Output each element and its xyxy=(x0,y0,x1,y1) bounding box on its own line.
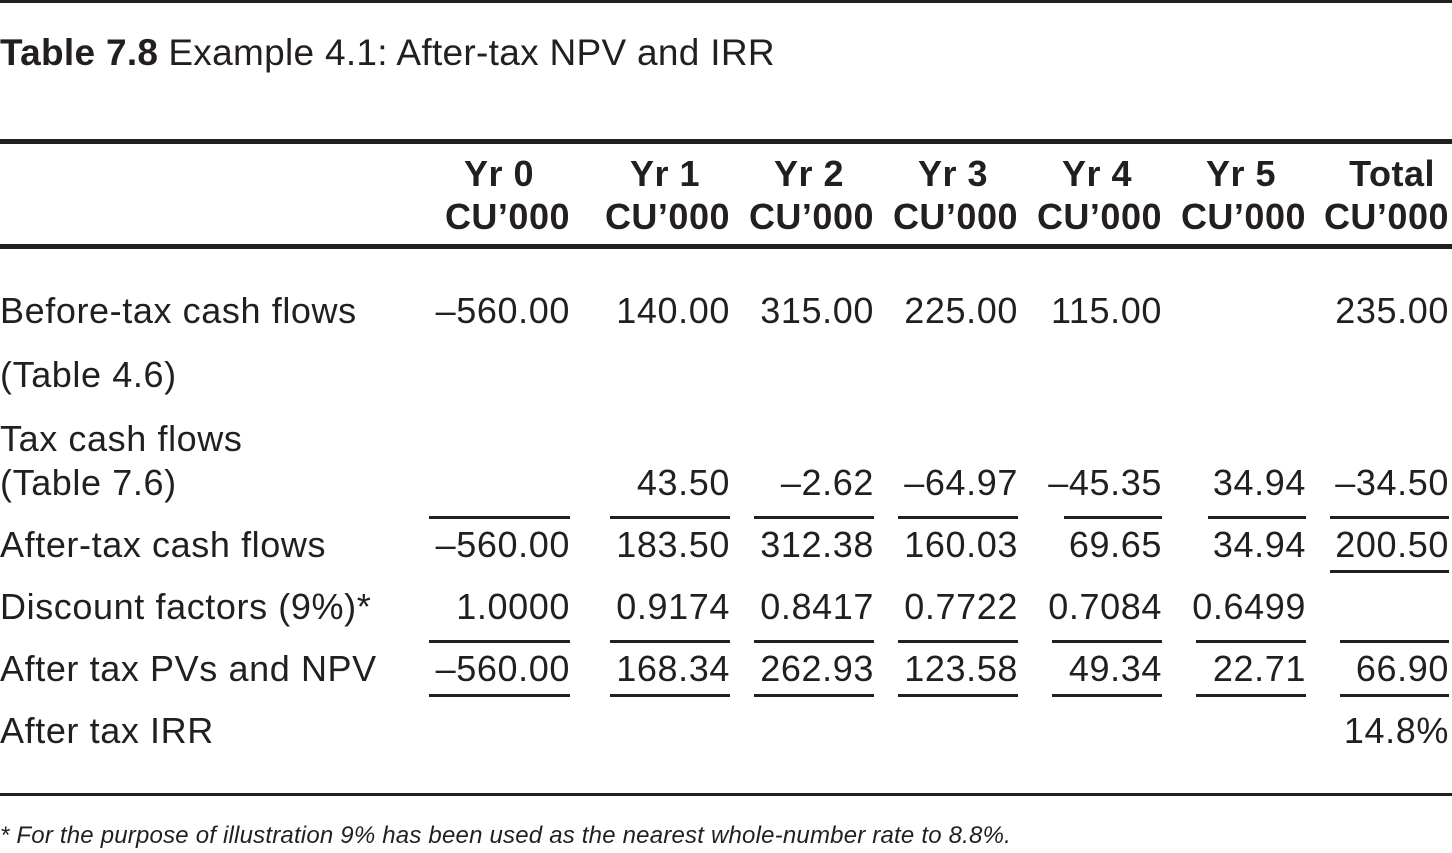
col-header-label: Yr 4 xyxy=(1061,153,1132,194)
header-bottom-rule xyxy=(0,244,1452,249)
sum-rule xyxy=(1196,640,1306,643)
cell-pv-yr1: 168.34 xyxy=(616,648,730,689)
sum-rule xyxy=(429,516,570,519)
col-header-unit: CU’000 xyxy=(892,196,1018,237)
cell-discount-yr3: 0.7722 xyxy=(904,586,1018,627)
pv-underline xyxy=(1052,694,1162,697)
col-header-label: Total xyxy=(1349,153,1435,194)
cell-discount-yr0: 1.0000 xyxy=(456,586,570,627)
cell-pv-yr3: 123.58 xyxy=(904,648,1018,689)
top-border xyxy=(0,0,1452,3)
cell-pv-yr5: 22.71 xyxy=(1212,648,1306,689)
table-bottom-rule xyxy=(0,793,1452,796)
cell-discount-yr2: 0.8417 xyxy=(760,586,874,627)
cell-tax-yr5: 34.94 xyxy=(1212,462,1306,503)
col-header-label: Yr 5 xyxy=(1205,153,1276,194)
col-header-total: Total CU’000 xyxy=(1324,152,1449,238)
col-header-label: Yr 0 xyxy=(463,153,534,194)
pv-underline xyxy=(754,694,874,697)
row-label-after-tax: After-tax cash flows xyxy=(0,524,327,565)
table-title: Example 4.1: After-tax NPV and IRR xyxy=(168,32,775,73)
header-top-rule xyxy=(0,139,1452,144)
col-header-unit: CU’000 xyxy=(444,196,570,237)
cell-after-tax-yr1: 183.50 xyxy=(616,524,730,565)
cell-pv-yr4: 49.34 xyxy=(1068,648,1162,689)
footnote: * For the purpose of illustration 9% has… xyxy=(0,822,1011,849)
col-header-unit: CU’000 xyxy=(604,196,730,237)
row-label-tax: Tax cash flows xyxy=(0,418,243,459)
cell-npv-total: 66.90 xyxy=(1355,648,1449,689)
cell-before-tax-total: 235.00 xyxy=(1335,290,1449,331)
cell-after-tax-yr3: 160.03 xyxy=(904,524,1018,565)
cell-before-tax-yr0: –560.00 xyxy=(435,290,570,331)
pv-underline xyxy=(898,694,1018,697)
total-underline xyxy=(1330,570,1449,573)
col-header-label: Yr 2 xyxy=(773,153,844,194)
table-caption: Table 7.8 Example 4.1: After-tax NPV and … xyxy=(0,32,775,74)
cell-pv-yr2: 262.93 xyxy=(760,648,874,689)
cell-tax-yr2: –2.62 xyxy=(780,462,874,503)
cell-pv-yr0: –560.00 xyxy=(435,648,570,689)
sum-rule xyxy=(754,516,874,519)
sum-rule xyxy=(898,640,1018,643)
col-header-yr3: Yr 3 CU’000 xyxy=(893,152,1018,238)
col-header-yr1: Yr 1 CU’000 xyxy=(605,152,730,238)
cell-before-tax-yr3: 225.00 xyxy=(904,290,1018,331)
pv-underline xyxy=(1340,694,1449,697)
sum-rule xyxy=(1208,516,1306,519)
cell-after-tax-yr0: –560.00 xyxy=(435,524,570,565)
cell-before-tax-yr4: 115.00 xyxy=(1050,290,1162,331)
cell-discount-yr1: 0.9174 xyxy=(616,586,730,627)
cell-discount-yr5: 0.6499 xyxy=(1192,586,1306,627)
col-header-yr4: Yr 4 CU’000 xyxy=(1037,152,1162,238)
col-header-unit: CU’000 xyxy=(748,196,874,237)
sum-rule xyxy=(610,640,730,643)
cell-after-tax-total: 200.50 xyxy=(1335,524,1449,565)
sum-rule xyxy=(898,516,1018,519)
sum-rule xyxy=(1052,640,1162,643)
cell-tax-yr1: 43.50 xyxy=(636,462,730,503)
cell-after-tax-yr4: 69.65 xyxy=(1068,524,1162,565)
sum-rule xyxy=(1330,516,1449,519)
sum-rule xyxy=(429,640,570,643)
cell-discount-yr4: 0.7084 xyxy=(1048,586,1162,627)
sum-rule xyxy=(1064,516,1162,519)
col-header-label: Yr 3 xyxy=(917,153,988,194)
pv-underline xyxy=(429,694,570,697)
col-header-unit: CU’000 xyxy=(1180,196,1306,237)
cell-irr-total: 14.8% xyxy=(1343,710,1449,751)
sum-rule xyxy=(754,640,874,643)
col-header-label: Yr 1 xyxy=(629,153,700,194)
row-label-discount: Discount factors (9%)* xyxy=(0,586,372,627)
table-number: Table 7.8 xyxy=(0,32,159,73)
sum-rule xyxy=(610,516,730,519)
row-label-pv-npv: After tax PVs and NPV xyxy=(0,648,377,689)
col-header-yr5: Yr 5 CU’000 xyxy=(1181,152,1306,238)
cell-tax-yr3: –64.97 xyxy=(904,462,1018,503)
cell-before-tax-yr1: 140.00 xyxy=(616,290,730,331)
cell-before-tax-yr2: 315.00 xyxy=(760,290,874,331)
row-label-irr: After tax IRR xyxy=(0,710,214,751)
cell-tax-yr4: –45.35 xyxy=(1048,462,1162,503)
cell-tax-total: –34.50 xyxy=(1335,462,1449,503)
cell-after-tax-yr2: 312.38 xyxy=(760,524,874,565)
col-header-yr2: Yr 2 CU’000 xyxy=(749,152,874,238)
cell-after-tax-yr5: 34.94 xyxy=(1212,524,1306,565)
pv-underline xyxy=(1196,694,1306,697)
pv-underline xyxy=(610,694,730,697)
sum-rule xyxy=(1340,640,1449,643)
row-label-before-tax: Before-tax cash flows xyxy=(0,290,357,331)
col-header-unit: CU’000 xyxy=(1323,196,1449,237)
row-label-tax-ref: (Table 7.6) xyxy=(0,462,177,503)
row-label-before-tax-ref: (Table 4.6) xyxy=(0,354,177,395)
col-header-unit: CU’000 xyxy=(1036,196,1162,237)
col-header-yr0: Yr 0 CU’000 xyxy=(445,152,570,238)
